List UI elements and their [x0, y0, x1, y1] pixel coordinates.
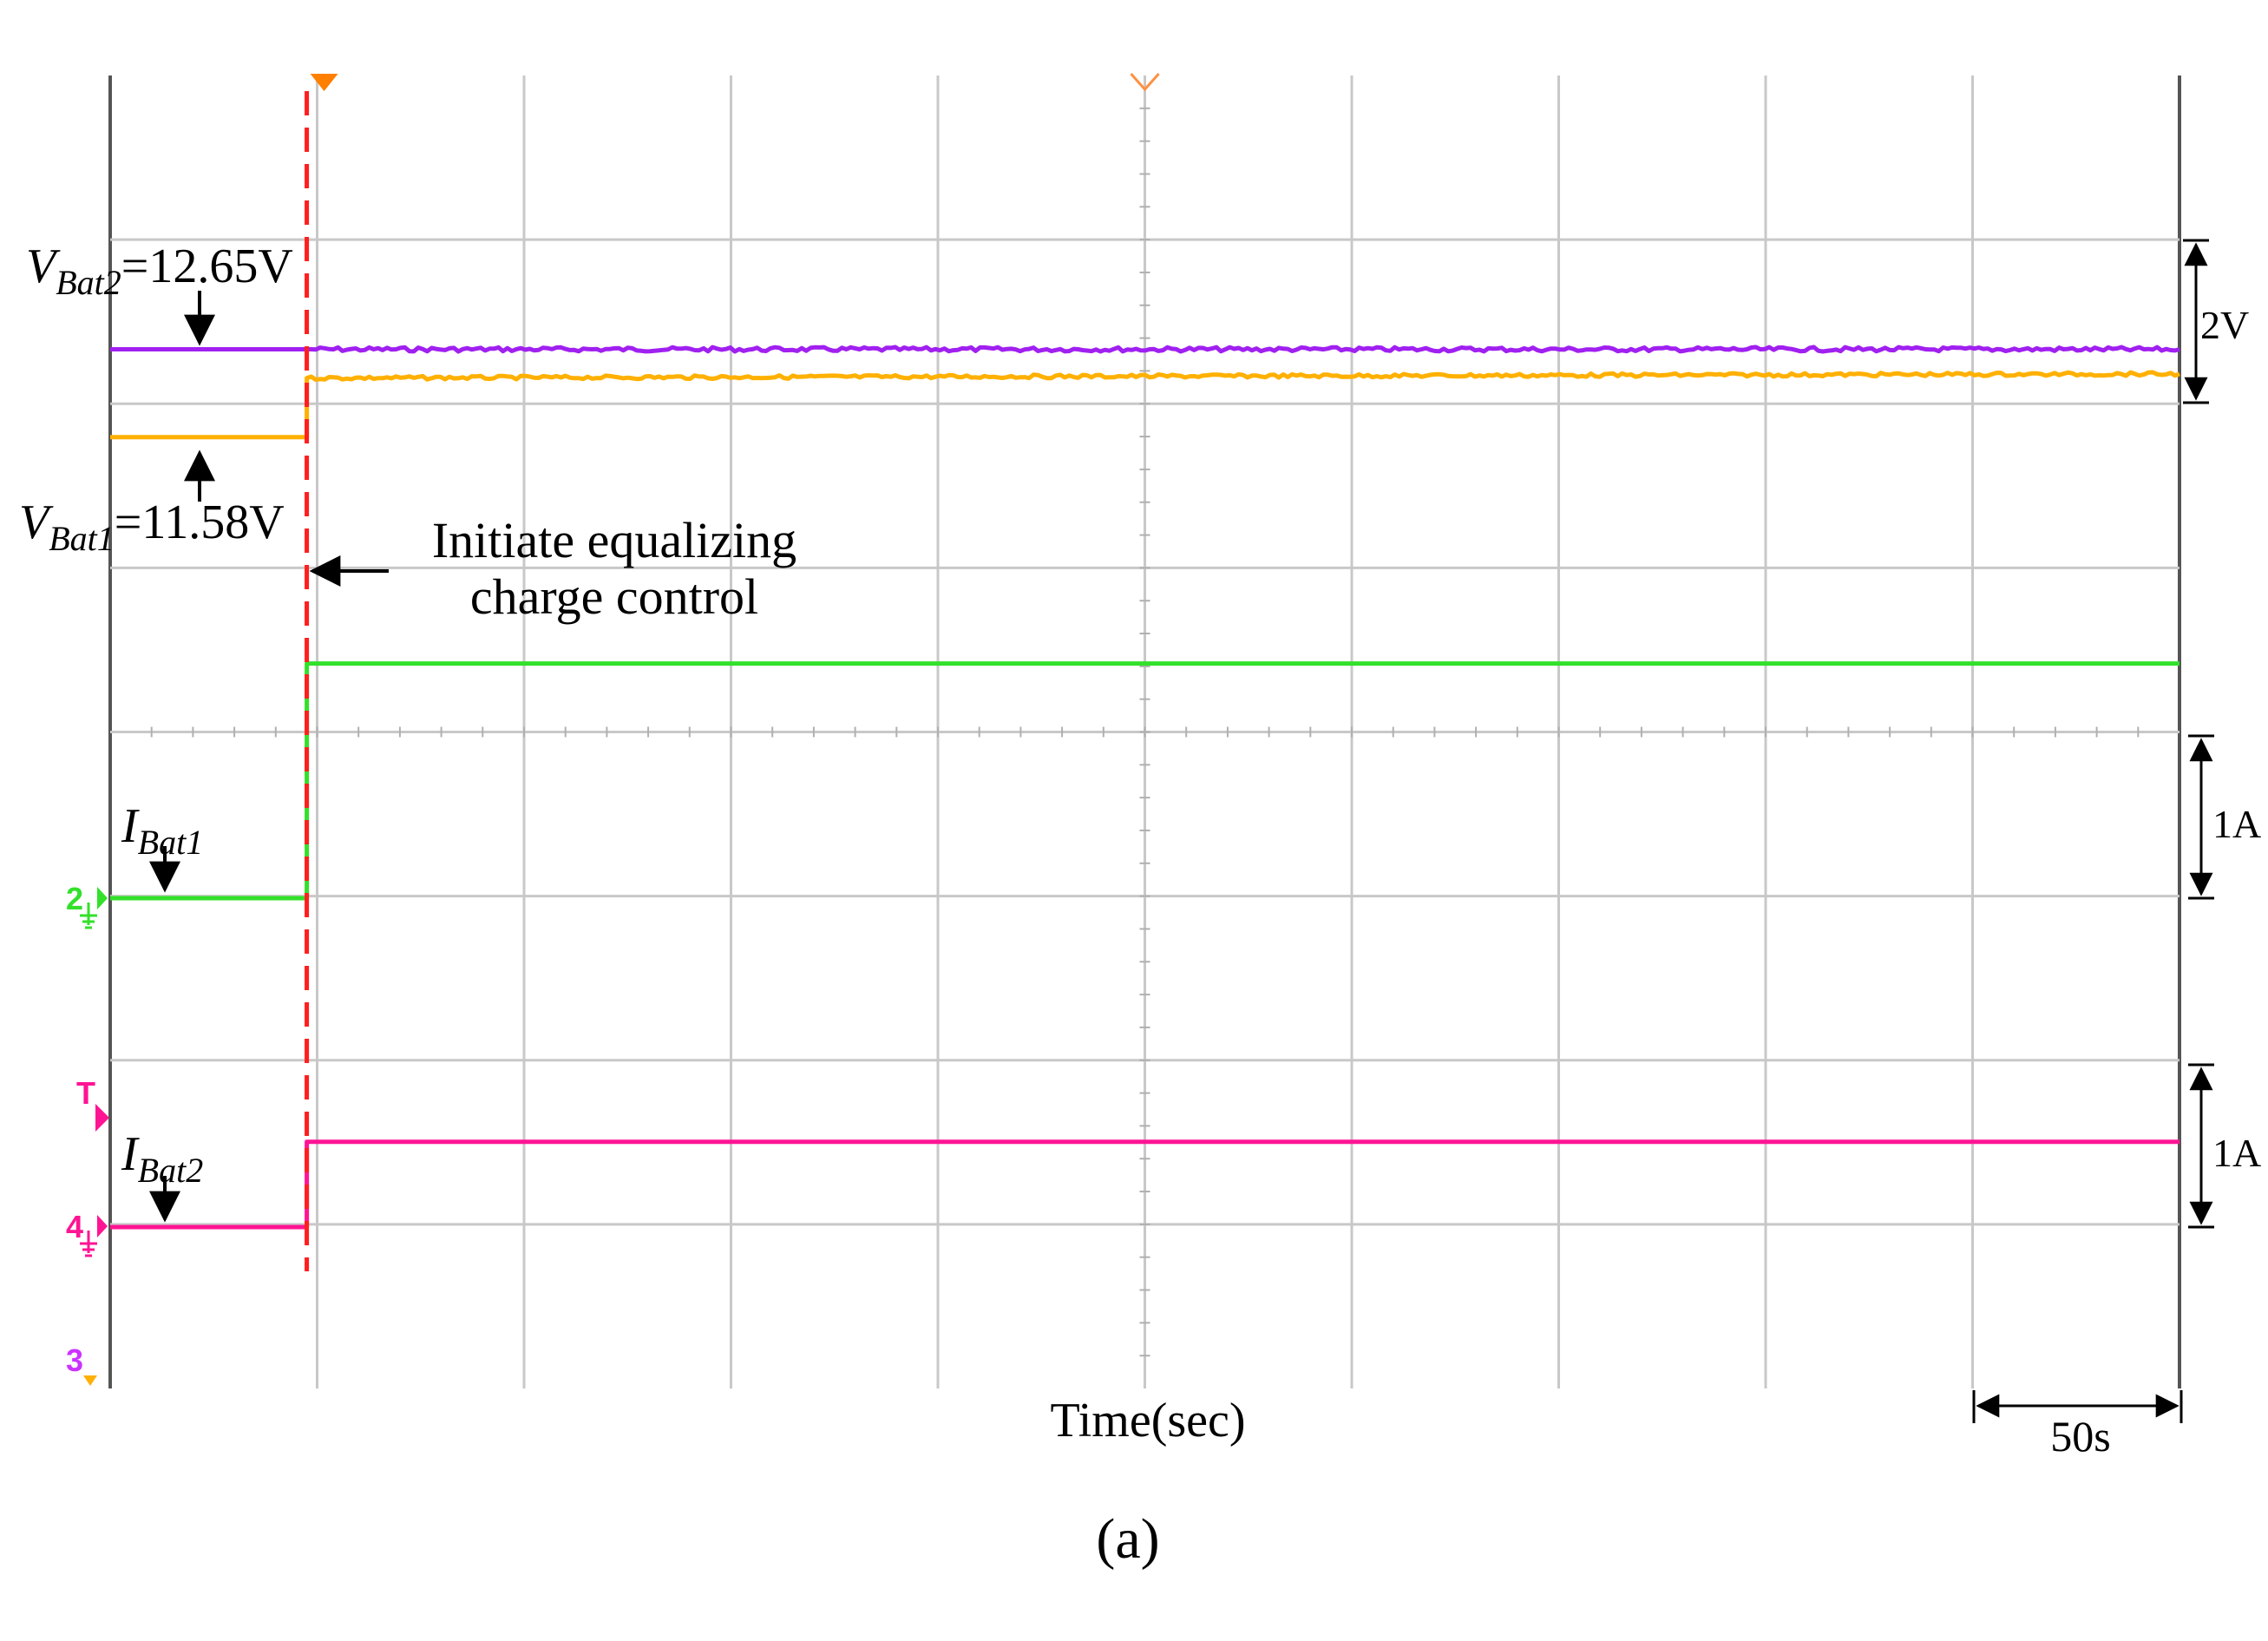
channel-4-marker: 4 [66, 1209, 108, 1257]
svg-text:Initiate equalizing: Initiate equalizing [432, 512, 796, 568]
svg-text:charge control: charge control [470, 568, 758, 625]
svg-text:2V: 2V [2200, 303, 2249, 347]
ibat2-label: IBat2 [121, 1127, 203, 1223]
svg-text:IBat1: IBat1 [121, 799, 203, 862]
ibat1-label: IBat1 [121, 799, 203, 893]
svg-text:50s: 50s [2050, 1412, 2110, 1460]
trigger-marker-icon [310, 74, 338, 91]
equalizing-annotation: Initiate equalizing charge control [309, 512, 796, 625]
trace-v-bat1 [110, 370, 2180, 440]
scale-bar-1a-ibat1: 1A [2188, 734, 2261, 900]
svg-text:3: 3 [66, 1342, 83, 1378]
svg-text:IBat2: IBat2 [121, 1127, 203, 1190]
svg-text:2: 2 [66, 881, 83, 916]
center-marker-icon [1130, 73, 1160, 92]
vbat2-label: VBat2=12.65V [26, 240, 293, 346]
time-scale-bar: 50s [1972, 1390, 2183, 1460]
trace-v-bat2 [110, 345, 2180, 354]
scale-bar-1a-ibat2: 1A [2188, 1063, 2261, 1229]
figure-caption: (a) [1096, 1507, 1159, 1571]
svg-text:VBat1=11.58V: VBat1=11.58V [19, 496, 285, 558]
svg-text:1A: 1A [2212, 802, 2261, 846]
svg-text:T: T [76, 1075, 95, 1111]
svg-text:1A: 1A [2212, 1131, 2261, 1175]
scale-bar-2v: 2V [2183, 239, 2249, 404]
waveform-traces [110, 345, 2180, 1230]
svg-text:4: 4 [66, 1209, 83, 1244]
svg-text:VBat2=12.65V: VBat2=12.65V [26, 240, 293, 302]
channel-3-marker: 3 [66, 1342, 97, 1386]
trace-i-bat1 [110, 661, 2180, 901]
trace-i-bat2 [110, 1139, 2180, 1230]
vbat1-label: VBat1=11.58V [19, 450, 285, 558]
x-axis-label: Time(sec) [1050, 1394, 1245, 1447]
grid [108, 75, 2181, 1388]
trigger-level-marker: T [76, 1075, 109, 1132]
channel-2-marker: 2 [66, 881, 108, 929]
